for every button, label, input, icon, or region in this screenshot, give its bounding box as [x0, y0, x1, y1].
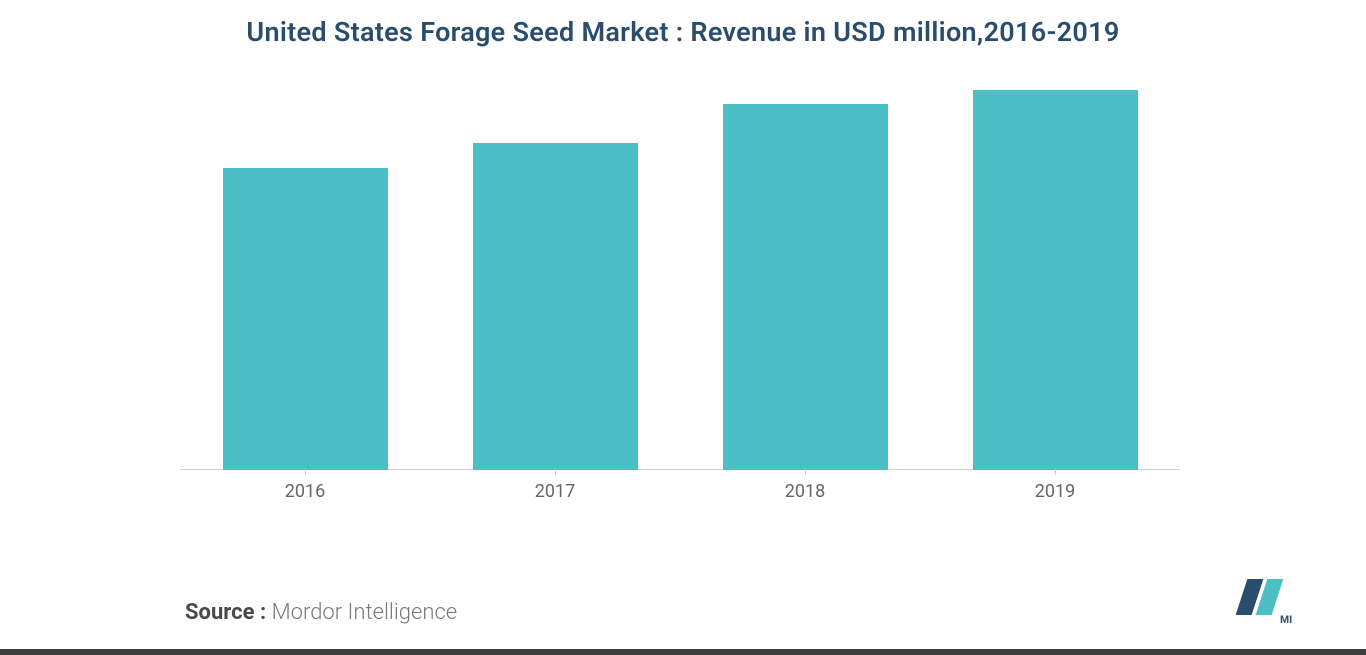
bar	[973, 90, 1138, 470]
bar	[473, 143, 638, 470]
x-axis-tick	[805, 469, 806, 475]
source-value: Mordor Intelligence	[272, 600, 458, 625]
x-axis-tick	[555, 469, 556, 475]
bar	[223, 168, 388, 470]
x-axis-tick	[305, 469, 306, 475]
chart-title: United States Forage Seed Market : Reven…	[0, 0, 1366, 48]
mordor-intelligence-logo: MI	[1226, 577, 1306, 625]
x-axis-label: 2017	[535, 481, 575, 502]
bars-container: 2016201720182019	[180, 80, 1180, 470]
x-axis-tick	[1055, 469, 1056, 475]
x-axis-label: 2019	[1035, 481, 1075, 502]
bar-group: 2018	[680, 104, 930, 470]
x-axis-label: 2016	[285, 481, 325, 502]
bottom-border	[0, 649, 1366, 655]
source-attribution: Source : Mordor Intelligence	[185, 600, 457, 625]
bar-group: 2017	[430, 143, 680, 470]
source-label: Source :	[185, 600, 272, 625]
chart-plot-area: 2016201720182019	[180, 80, 1180, 500]
bar-group: 2016	[180, 168, 430, 470]
svg-text:MI: MI	[1280, 614, 1292, 625]
x-axis-label: 2018	[785, 481, 825, 502]
bar-group: 2019	[930, 90, 1180, 470]
bar	[723, 104, 888, 470]
